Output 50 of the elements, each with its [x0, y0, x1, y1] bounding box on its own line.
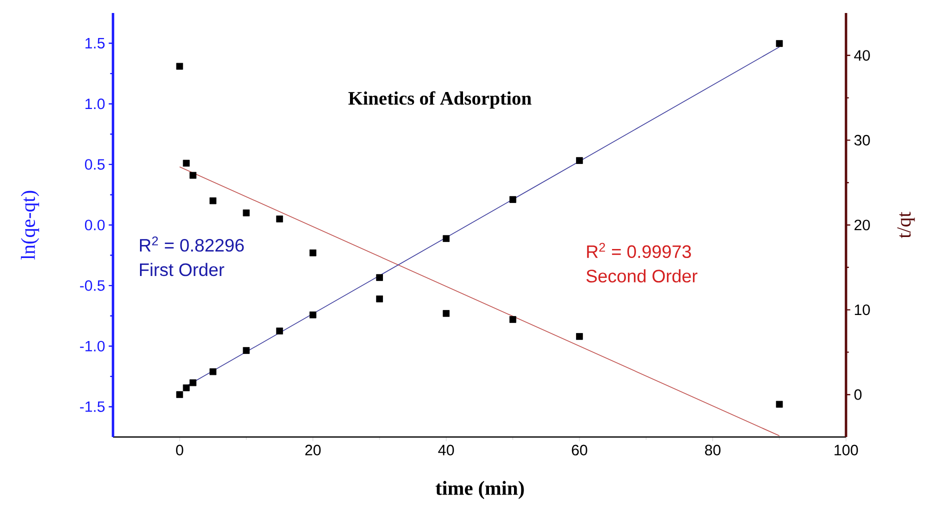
annotation: First Order — [140, 262, 224, 276]
point — [776, 400, 783, 408]
point — [176, 62, 184, 70]
x-tick-label: 0 — [176, 444, 184, 456]
text: Kinetics of Adsorption — [348, 91, 532, 109]
x-tick-label: 80 — [705, 444, 720, 456]
point — [776, 40, 783, 47]
point — [210, 197, 216, 204]
point — [576, 333, 583, 340]
x-tick-label: 40 — [438, 444, 454, 456]
x-tick-label: 60 — [572, 444, 588, 456]
y2-tick-label: 10 — [854, 304, 870, 316]
point — [509, 316, 516, 323]
y2-axis-title: t/qt — [897, 212, 915, 238]
point — [509, 196, 516, 203]
point — [376, 274, 383, 281]
annotation: Second Order — [586, 269, 698, 282]
point — [442, 235, 450, 242]
point — [310, 249, 316, 256]
y2-tick-label: 30 — [854, 134, 870, 146]
x-tick-label: 20 — [305, 444, 321, 456]
y-axis-title: ln(qe-qt) — [20, 190, 40, 260]
point — [276, 216, 283, 222]
point — [242, 209, 250, 216]
y-tick-label: 0.5 — [84, 159, 105, 170]
point — [242, 347, 250, 354]
x-tick-label: 100 — [834, 444, 858, 456]
point — [376, 295, 383, 302]
point — [176, 391, 184, 398]
point — [182, 160, 190, 167]
y2-tick-label: 0 — [854, 389, 862, 400]
point — [190, 379, 196, 386]
point — [576, 157, 583, 164]
point — [182, 384, 190, 392]
y2-tick-label: 40 — [854, 50, 870, 61]
annotation: R$^{2}$ = 0.99973 — [587, 242, 691, 258]
point — [310, 311, 316, 318]
point — [276, 328, 283, 334]
y-tick-label: -1.5 — [80, 401, 105, 412]
point — [442, 310, 450, 317]
x-axis-title: time (min) — [436, 480, 524, 500]
y-tick-label: -1.0 — [80, 340, 105, 352]
y2-tick-label: 20 — [854, 220, 870, 230]
point — [190, 172, 196, 179]
annotation: R$^{2}$ = 0.82296 — [140, 236, 244, 252]
point — [210, 368, 216, 376]
y-tick-label: 1.5 — [86, 38, 105, 49]
y-tick-label: -0.5 — [80, 280, 105, 291]
y-tick-label: 0.0 — [84, 220, 105, 230]
y-tick-label: 1.0 — [86, 98, 105, 110]
